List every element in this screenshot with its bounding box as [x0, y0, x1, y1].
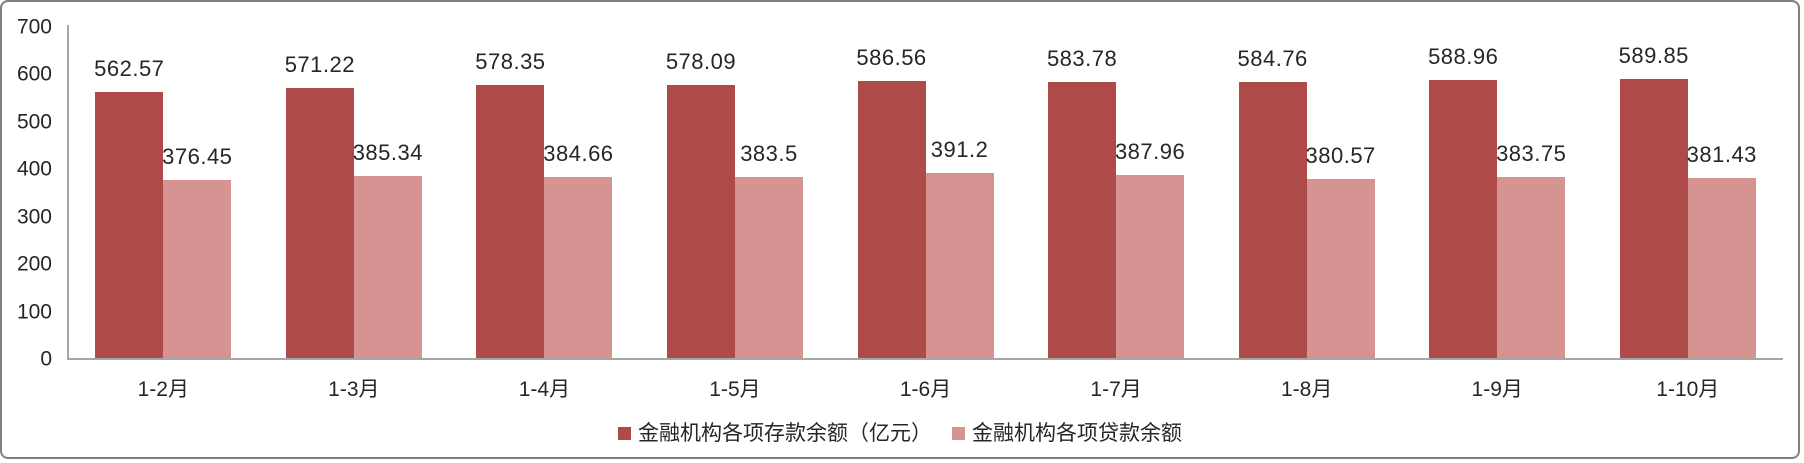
legend-item: 金融机构各项贷款余额	[952, 421, 1182, 446]
data-label: 588.96	[1428, 43, 1499, 69]
data-label: 387.96	[1114, 139, 1186, 164]
category-label: 1-8月	[1280, 378, 1333, 401]
bar-deposits: 588.96	[1428, 45, 1498, 359]
data-label: 586.56	[856, 44, 927, 70]
data-label: 376.45	[162, 144, 233, 170]
category-label: 1-4月	[518, 378, 571, 401]
legend-swatch	[952, 427, 965, 441]
y-axis-ticks: 0 100 200 300 400 500 600 700	[2, 17, 52, 370]
bar-deposits: 578.35	[475, 50, 545, 359]
bar-deposits: 583.78	[1047, 48, 1117, 359]
y-tick-label: 700	[16, 15, 52, 39]
bar-loans: 380.57	[1306, 144, 1375, 359]
data-label: 571.22	[284, 52, 355, 78]
bar-loans: 381.43	[1687, 144, 1756, 359]
category-label: 1-6月	[899, 378, 952, 401]
data-label: 383.5	[740, 141, 798, 167]
y-axis-line	[67, 25, 69, 360]
bar-deposits: 562.57	[94, 58, 164, 359]
data-label: 384.66	[543, 140, 614, 166]
bar-deposits: 586.56	[856, 46, 926, 359]
legend-label: 金融机构各项贷款余额	[972, 422, 1182, 445]
data-label: 380.57	[1305, 142, 1376, 168]
bar-group: 578.09 383.5	[640, 27, 831, 359]
bar-group: 584.76 380.57	[1211, 27, 1402, 359]
bar-loans: 383.5	[734, 143, 803, 359]
legend-swatch	[618, 427, 631, 441]
bar-loans: 391.2	[925, 139, 994, 359]
data-label: 589.85	[1618, 43, 1689, 69]
bar-group: 583.78 387.96	[1021, 27, 1212, 359]
bar-group: 578.35 384.66	[449, 27, 640, 359]
y-tick-label: 0	[40, 347, 52, 371]
y-tick-label: 400	[16, 157, 52, 181]
category-label: 1-9月	[1471, 378, 1523, 401]
bar-group: 586.56 391.2	[830, 27, 1021, 359]
category-label: 1-5月	[709, 378, 761, 401]
data-label: 562.57	[94, 56, 165, 82]
bar-deposits: 578.09	[666, 50, 736, 359]
bar-loans: 384.66	[543, 142, 613, 359]
y-tick-label: 500	[16, 110, 52, 134]
bar-deposits: 571.22	[285, 54, 354, 359]
bar-loans: 385.34	[353, 142, 422, 359]
bar-group: 588.96 383.75	[1402, 27, 1593, 359]
data-label: 383.75	[1496, 141, 1567, 166]
y-tick-label: 300	[16, 205, 52, 229]
x-axis-line	[67, 358, 1783, 360]
data-label: 578.09	[665, 48, 737, 74]
bar-group: 589.85 381.43	[1593, 27, 1784, 359]
category-label: 1-3月	[328, 378, 380, 401]
data-label: 391.2	[930, 137, 989, 163]
bar-group: 571.22 385.34	[259, 27, 450, 359]
y-tick-label: 600	[16, 62, 52, 86]
category-label: 1-7月	[1090, 378, 1142, 401]
data-label: 578.35	[475, 48, 546, 74]
data-label: 584.76	[1237, 45, 1308, 71]
data-label: 381.43	[1686, 142, 1757, 168]
legend-label: 金融机构各项存款余额（亿元）	[638, 422, 932, 445]
data-label: 583.78	[1046, 46, 1118, 72]
data-label: 385.34	[352, 140, 423, 166]
bar-group: 562.57 376.45	[68, 27, 259, 359]
y-tick-label: 100	[16, 300, 52, 324]
category-label: 1-10月	[1656, 378, 1720, 401]
bar-loans: 383.75	[1496, 143, 1566, 359]
y-tick-label: 200	[16, 252, 52, 276]
plot-area: 562.57 376.45 571.22 385.34 578.35 384.66 578.…	[68, 27, 1783, 359]
bar-loans: 376.45	[162, 146, 232, 359]
bar-loans: 387.96	[1115, 141, 1185, 359]
legend: 金融机构各项存款余额（亿元） 金融机构各项贷款余额	[2, 421, 1798, 446]
bar-deposits: 589.85	[1619, 45, 1688, 359]
legend-item: 金融机构各项存款余额（亿元）	[618, 421, 932, 446]
category-axis: 1-2月 1-3月 1-4月 1-5月 1-6月 1-7月 1-8月 1-9月 1-10月	[68, 373, 1783, 403]
category-label: 1-2月	[137, 378, 189, 401]
bar-deposits: 584.76	[1238, 47, 1307, 359]
